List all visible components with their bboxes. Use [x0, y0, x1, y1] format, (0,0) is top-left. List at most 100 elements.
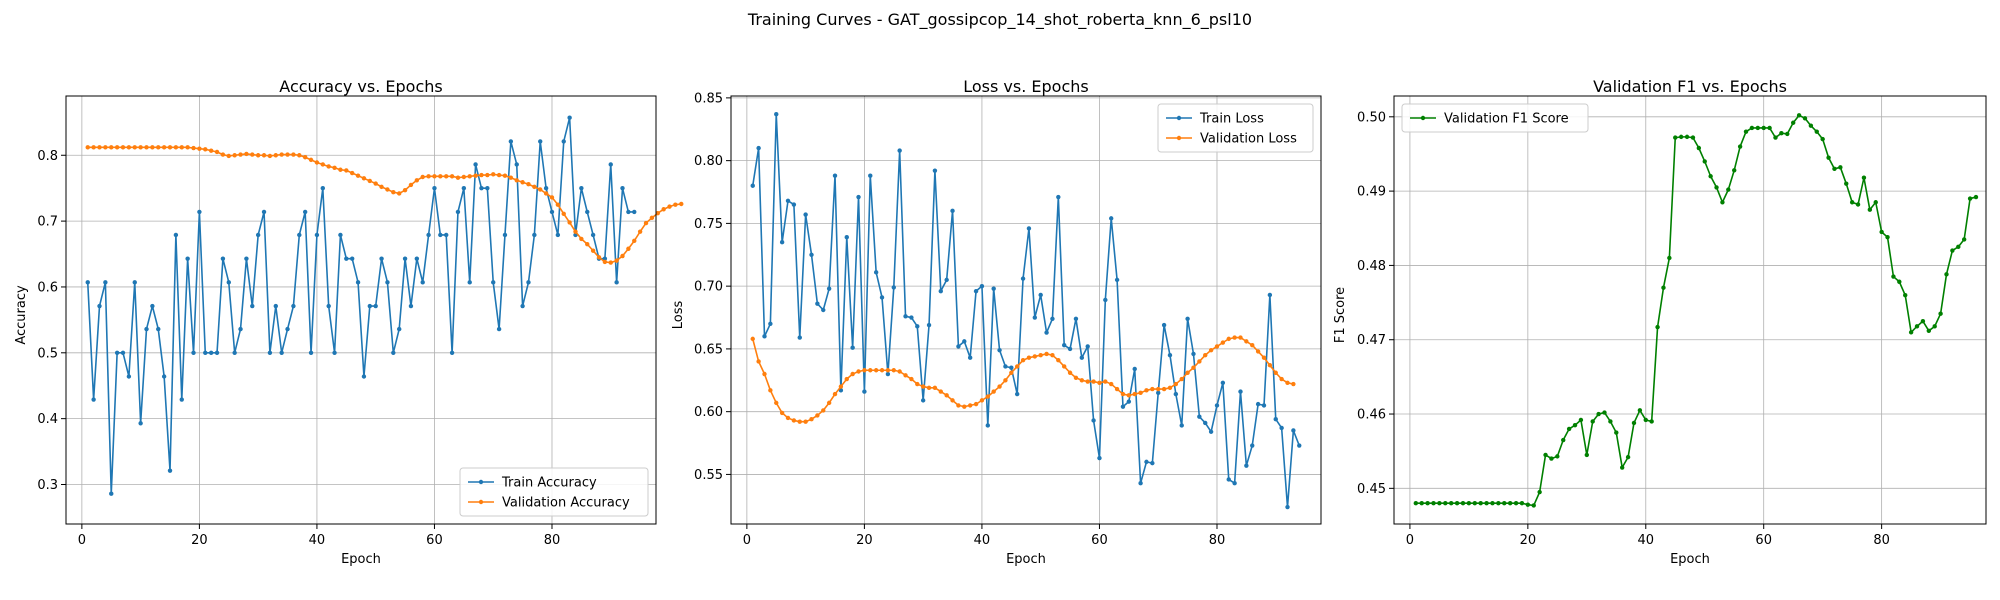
- accuracy-data-point: [461, 174, 467, 180]
- loss-y-tick-label: 0.85: [694, 91, 723, 106]
- loss-data-point: [950, 398, 955, 403]
- loss-data-point: [962, 404, 967, 409]
- accuracy-data-point: [208, 148, 214, 153]
- loss-data-point: [1009, 365, 1014, 370]
- loss-data-point: [1120, 404, 1126, 409]
- loss-data-point: [920, 384, 926, 389]
- f1-data-point: [1838, 165, 1843, 170]
- loss-data-point: [903, 314, 908, 319]
- accuracy-data-point: [585, 241, 590, 247]
- accuracy-data-point: [150, 303, 155, 309]
- accuracy-data-point: [308, 157, 314, 163]
- loss-y-tick-label: 0.65: [694, 342, 723, 357]
- f1-data-point: [1961, 237, 1967, 242]
- f1-data-point: [1908, 330, 1914, 335]
- loss-data-point: [862, 389, 867, 394]
- loss-data-point: [1220, 340, 1226, 345]
- accuracy-data-point: [179, 145, 184, 150]
- figure-title: Training Curves - GAT_gossipcop_14_shot_…: [747, 10, 1252, 30]
- accuracy-data-point: [626, 209, 631, 215]
- accuracy-x-tick-label: 40: [309, 533, 326, 548]
- accuracy-data-point: [420, 280, 425, 285]
- accuracy-data-point: [508, 139, 514, 144]
- accuracy-data-point: [332, 165, 337, 170]
- accuracy-data-point: [514, 178, 519, 183]
- loss-data-point: [1062, 364, 1067, 369]
- accuracy-data-point: [614, 258, 619, 263]
- accuracy-data-point: [185, 145, 190, 150]
- accuracy-data-point: [220, 152, 226, 157]
- f1-data-point: [1873, 200, 1878, 205]
- f1-data-point: [1655, 324, 1660, 330]
- accuracy-data-point: [273, 303, 278, 309]
- loss-data-point: [1097, 380, 1102, 385]
- loss-data-point: [1050, 316, 1055, 321]
- loss-data-point: [1161, 322, 1167, 328]
- loss-data-point: [1226, 477, 1231, 482]
- loss-data-point: [1150, 386, 1155, 392]
- f1-legend: Validation F1 Score: [1401, 103, 1589, 133]
- accuracy-data-point: [173, 145, 179, 150]
- loss-data-point: [1267, 292, 1273, 298]
- accuracy-data-point: [467, 174, 472, 179]
- loss-data-point: [897, 148, 902, 153]
- accuracy-data-point: [126, 145, 132, 150]
- accuracy-data-point: [590, 248, 596, 253]
- accuracy-data-point: [567, 220, 572, 225]
- loss-data-point: [1126, 399, 1132, 404]
- accuracy-y-tick-label: 0.3: [37, 478, 58, 493]
- loss-data-point: [1232, 335, 1237, 340]
- loss-panel: Loss vs. Epochs Epoch Loss 0 20 40 60 80 0.55…: [671, 77, 1322, 567]
- loss-legend: Train Loss Validation Loss: [1157, 103, 1314, 153]
- f1-x-axis-label: Epoch: [1670, 552, 1710, 567]
- loss-data-point: [1014, 364, 1020, 369]
- loss-data-point: [885, 371, 891, 377]
- accuracy-data-point: [161, 145, 167, 150]
- loss-data-point: [1238, 335, 1243, 340]
- accuracy-data-point: [391, 189, 396, 195]
- loss-data-point: [1114, 277, 1120, 283]
- loss-data-point: [1032, 315, 1038, 320]
- accuracy-data-point: [538, 187, 543, 192]
- accuracy-data-point: [120, 145, 126, 150]
- loss-x-tick-label: 0: [743, 533, 751, 548]
- loss-data-point: [891, 368, 896, 373]
- accuracy-data-point: [526, 182, 531, 187]
- loss-data-point: [915, 381, 920, 387]
- accuracy-data-point: [596, 255, 602, 260]
- accuracy-data-point: [338, 232, 343, 238]
- loss-data-point: [1020, 358, 1026, 363]
- accuracy-data-point: [267, 153, 273, 159]
- loss-data-point: [1026, 226, 1032, 231]
- accuracy-data-point: [349, 170, 355, 176]
- accuracy-data-point: [420, 174, 425, 180]
- loss-data-point: [1091, 418, 1096, 423]
- loss-data-point: [938, 389, 943, 394]
- accuracy-data-point: [626, 246, 631, 251]
- f1-data-point: [1502, 500, 1507, 506]
- loss-data-point: [1109, 216, 1114, 221]
- loss-x-tick-label: 40: [974, 533, 991, 548]
- accuracy-x-tick-label: 0: [78, 533, 86, 548]
- loss-series-1: [750, 335, 1296, 424]
- loss-data-point: [756, 359, 761, 364]
- f1-data-point: [1708, 174, 1713, 179]
- loss-data-point: [785, 198, 791, 203]
- accuracy-data-point: [244, 256, 249, 261]
- f1-data-point: [1519, 500, 1525, 506]
- accuracy-data-point: [191, 350, 196, 355]
- loss-data-point: [1208, 347, 1214, 353]
- loss-data-point: [868, 368, 873, 373]
- accuracy-data-point: [620, 185, 625, 191]
- f1-data-point: [1525, 502, 1531, 507]
- loss-data-point: [932, 168, 938, 173]
- accuracy-data-point: [308, 350, 314, 355]
- accuracy-legend-marker: [478, 499, 484, 505]
- loss-data-point: [1003, 364, 1008, 369]
- accuracy-data-point: [185, 256, 190, 261]
- f1-data-point: [1832, 166, 1837, 172]
- accuracy-data-point: [91, 145, 96, 150]
- accuracy-data-point: [214, 350, 220, 355]
- accuracy-y-tick-label: 0.5: [37, 346, 58, 361]
- accuracy-data-point: [291, 303, 296, 309]
